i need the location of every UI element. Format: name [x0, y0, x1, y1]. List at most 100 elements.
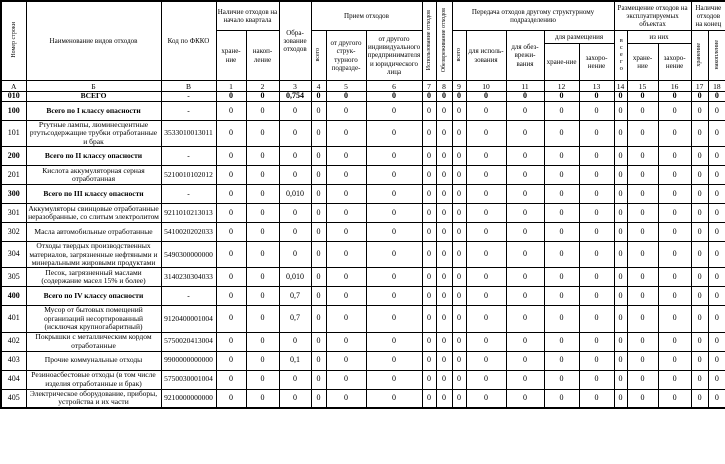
- value-cell: 0: [707, 267, 725, 288]
- value-cell: 0: [657, 286, 692, 307]
- row-number-cell: 305: [0, 267, 27, 288]
- value-cell: 0: [435, 165, 453, 186]
- fkko-code-cell: 5750030001004: [160, 369, 217, 390]
- value-cell: 0: [278, 146, 312, 167]
- row-number-cell: 401: [0, 305, 27, 333]
- value-cell: 0: [505, 305, 545, 333]
- value-cell: 0: [578, 203, 615, 224]
- value-cell: 0: [435, 101, 453, 121]
- value-cell: 0: [690, 305, 709, 333]
- value-cell: 0: [245, 331, 280, 352]
- value-cell: 0: [543, 91, 580, 102]
- value-cell: 0: [626, 119, 659, 148]
- value-cell: 0: [657, 184, 692, 205]
- header-use: Использование отходов: [421, 0, 437, 81]
- waste-name-cell: Аккумуляторы свинцовые отработанные нера…: [25, 203, 162, 224]
- value-cell: 0: [543, 305, 580, 333]
- value-cell: 0: [245, 388, 280, 409]
- value-cell: 0: [707, 101, 725, 121]
- waste-name-cell: Электрическое оборудование, приборы, уст…: [25, 388, 162, 409]
- value-cell: 0: [245, 119, 280, 148]
- value-cell: 0: [365, 222, 423, 243]
- value-cell: 0: [465, 331, 507, 352]
- fkko-code-cell: -: [160, 146, 217, 167]
- value-cell: 0: [707, 241, 725, 269]
- header-intake-from-struct: от другого струк-турного подразде-: [325, 30, 367, 81]
- value-cell: 0: [578, 286, 615, 307]
- value-cell: 0: [325, 286, 367, 307]
- column-letter-cell: 12: [543, 80, 580, 92]
- value-cell: 0: [435, 350, 453, 371]
- value-cell: 0: [421, 165, 437, 186]
- value-cell: 0: [505, 119, 545, 148]
- value-cell: 0: [245, 267, 280, 288]
- value-cell: 0: [690, 350, 709, 371]
- value-cell: 0: [215, 184, 247, 205]
- value-cell: 0: [215, 203, 247, 224]
- value-cell: 0: [465, 184, 507, 205]
- value-cell: 0: [451, 101, 467, 121]
- value-cell: 0: [451, 286, 467, 307]
- table-row: 100 Всего по I классу опасности -0 0 0 0 0 0 0 0 0…: [0, 101, 725, 121]
- row-number-cell: 402: [0, 331, 27, 352]
- value-cell: 0: [325, 350, 367, 371]
- value-cell: 0: [245, 241, 280, 269]
- value-cell: 0: [421, 241, 437, 269]
- value-cell: 0: [505, 331, 545, 352]
- table-row: 201 Кислота аккумуляторная серная отработ…: [0, 165, 725, 186]
- value-cell: 0: [245, 369, 280, 390]
- value-cell: 0: [365, 267, 423, 288]
- value-cell: 0: [365, 241, 423, 269]
- value-cell: 0: [325, 101, 367, 121]
- value-cell: 0: [310, 165, 327, 186]
- value-cell: 0: [325, 165, 367, 186]
- value-cell: 0: [657, 222, 692, 243]
- value-cell: 0: [451, 203, 467, 224]
- value-cell: 0: [505, 241, 545, 269]
- value-cell: 0: [657, 91, 692, 102]
- value-cell: 0: [310, 119, 327, 148]
- value-cell: 0: [505, 165, 545, 186]
- value-cell: 0: [707, 165, 725, 186]
- value-cell: 0: [245, 146, 280, 167]
- column-letter-cell: 16: [657, 80, 692, 92]
- header-begin-accumulation: накоп-ление: [245, 30, 280, 81]
- value-cell: 0: [465, 369, 507, 390]
- table-row: 305 Песок, загрязненный маслами (содержан…: [0, 267, 725, 288]
- value-cell: 0: [626, 222, 659, 243]
- value-cell: 0: [465, 165, 507, 186]
- value-cell: 0: [505, 369, 545, 390]
- value-cell: 0: [245, 203, 280, 224]
- value-cell: 0: [505, 146, 545, 167]
- value-cell: 0: [626, 286, 659, 307]
- value-cell: 0: [465, 101, 507, 121]
- value-cell: 0: [505, 222, 545, 243]
- value-cell: 0: [215, 222, 247, 243]
- value-cell: 0: [278, 165, 312, 186]
- value-cell: 0: [325, 203, 367, 224]
- value-cell: 0: [215, 267, 247, 288]
- value-cell: 0: [613, 101, 628, 121]
- value-cell: 0: [215, 286, 247, 307]
- value-cell: 0: [707, 91, 725, 102]
- waste-name-cell: Отходы твердых производственных материал…: [25, 241, 162, 269]
- value-cell: 0: [690, 286, 709, 307]
- value-cell: 0: [451, 388, 467, 409]
- header-transfer-for-neutralization: для обез-врежи-вания: [505, 30, 545, 81]
- value-cell: 0: [451, 331, 467, 352]
- value-cell: 0: [613, 388, 628, 409]
- value-cell: 0: [465, 305, 507, 333]
- header-placement-total: всего: [613, 30, 628, 81]
- value-cell: 0: [578, 184, 615, 205]
- header-placement-storage: хране-ние: [626, 43, 659, 81]
- header-formation: Обра-зование отходов: [278, 0, 312, 81]
- header-waste-name: Наименование видов отходов: [25, 0, 162, 81]
- header-transfer-burial: захоро-нение: [578, 43, 615, 81]
- value-cell: 0: [435, 184, 453, 205]
- column-letters-row: А Б В 1 2 3 4 5 6 7 8 9 10 11 12 13 14 15 16 17 18: [0, 80, 725, 92]
- value-cell: 0: [626, 184, 659, 205]
- row-number-cell: 405: [0, 388, 27, 409]
- value-cell: 0: [325, 119, 367, 148]
- value-cell: 0: [657, 203, 692, 224]
- value-cell: 0: [543, 388, 580, 409]
